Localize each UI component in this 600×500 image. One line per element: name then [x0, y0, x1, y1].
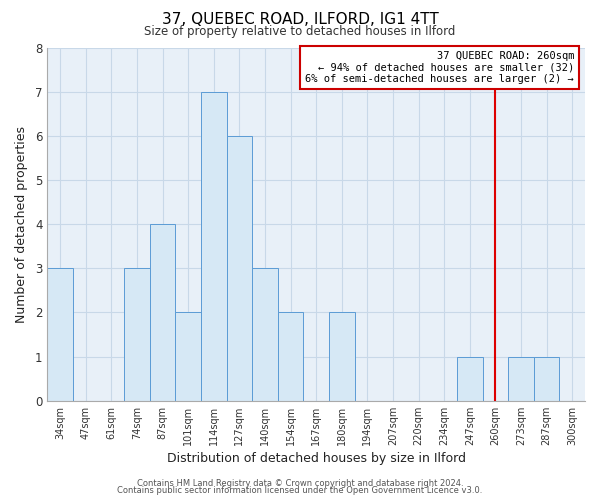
- Text: 37, QUEBEC ROAD, ILFORD, IG1 4TT: 37, QUEBEC ROAD, ILFORD, IG1 4TT: [161, 12, 439, 28]
- Bar: [201, 92, 227, 401]
- Bar: [457, 356, 482, 401]
- Bar: [175, 312, 201, 401]
- Bar: [278, 312, 304, 401]
- Text: Contains public sector information licensed under the Open Government Licence v3: Contains public sector information licen…: [118, 486, 482, 495]
- X-axis label: Distribution of detached houses by size in Ilford: Distribution of detached houses by size …: [167, 452, 466, 465]
- Bar: [150, 224, 175, 401]
- Bar: [329, 312, 355, 401]
- Text: Size of property relative to detached houses in Ilford: Size of property relative to detached ho…: [145, 25, 455, 38]
- Bar: [124, 268, 150, 401]
- Bar: [508, 356, 534, 401]
- Bar: [252, 268, 278, 401]
- Bar: [47, 268, 73, 401]
- Text: 37 QUEBEC ROAD: 260sqm
← 94% of detached houses are smaller (32)
6% of semi-deta: 37 QUEBEC ROAD: 260sqm ← 94% of detached…: [305, 51, 574, 84]
- Y-axis label: Number of detached properties: Number of detached properties: [15, 126, 28, 322]
- Text: Contains HM Land Registry data © Crown copyright and database right 2024.: Contains HM Land Registry data © Crown c…: [137, 478, 463, 488]
- Bar: [227, 136, 252, 401]
- Bar: [534, 356, 559, 401]
